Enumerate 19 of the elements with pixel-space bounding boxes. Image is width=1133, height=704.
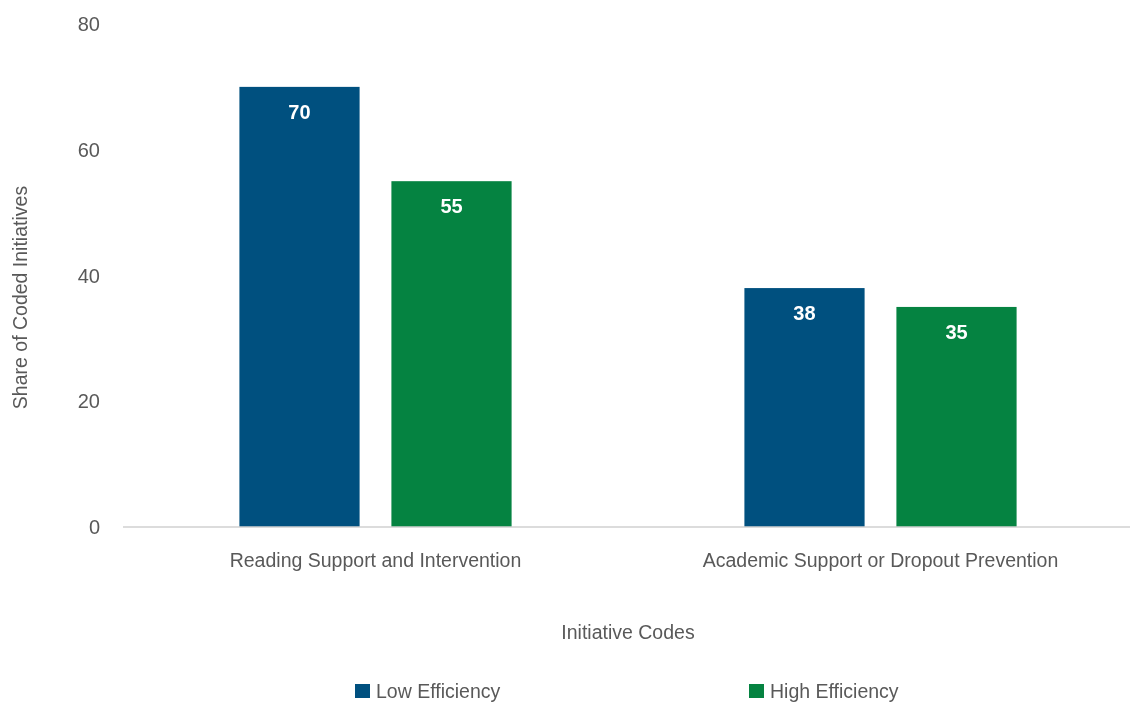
legend-label: Low Efficiency [376,679,501,702]
y-axis-title: Share of Coded Initiatives [9,185,31,410]
x-axis-title: Initiative Codes [561,621,695,643]
bar [744,288,865,527]
data-label: 35 [945,320,968,343]
y-tick-label: 40 [77,264,100,287]
bar [391,181,512,527]
data-label: 70 [288,100,311,123]
data-label: 55 [440,195,463,218]
y-tick-label: 80 [77,13,100,35]
x-tick-label: Reading Support and Intervention [229,549,522,571]
bar [239,86,360,527]
bar [896,306,1017,527]
data-label: 38 [793,302,816,325]
y-tick-label: 60 [77,138,100,161]
y-tick-label: 20 [77,390,100,413]
x-tick-label: Academic Support or Dropout Prevention [702,549,1059,571]
legend-label: High Efficiency [770,679,899,702]
y-tick-label: 0 [88,516,100,538]
